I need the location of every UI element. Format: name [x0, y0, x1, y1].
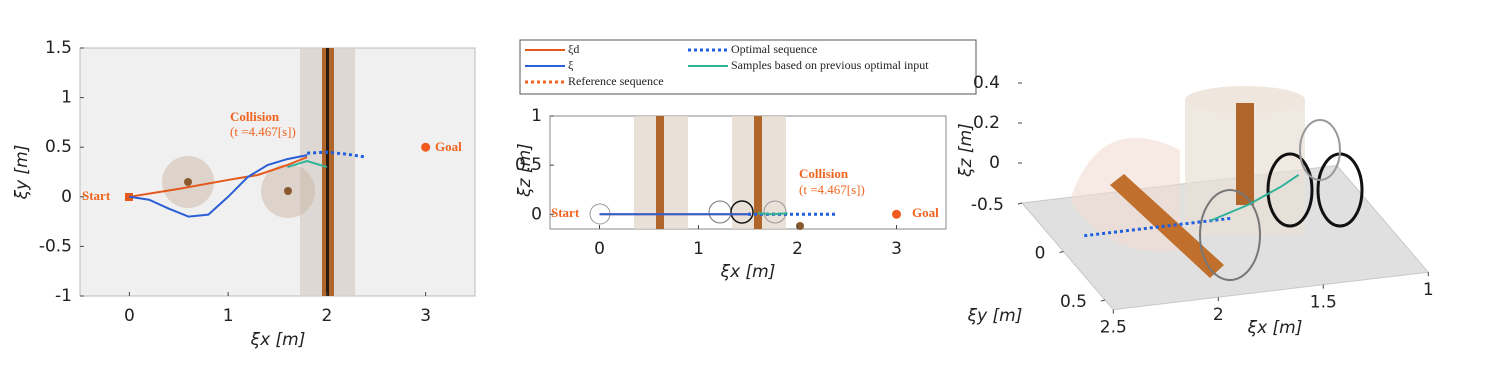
y-tick-label: 1 [531, 106, 542, 126]
drone [763, 200, 787, 224]
y-tick-label: -0.5 [39, 236, 72, 256]
legend-label: ξd [568, 42, 579, 56]
y-tick-label: 1 [61, 88, 72, 108]
x-axis-label: ξx [m] [250, 330, 306, 350]
legend-label: ξ [568, 58, 574, 72]
goal-label: Goal [912, 205, 939, 220]
collision-label: Collision [799, 166, 849, 181]
y-tick [1100, 299, 1106, 302]
y-tick-label: 0.5 [515, 155, 542, 175]
goal-label: Goal [435, 139, 462, 154]
collision-time: (t =4.467[s]) [799, 182, 865, 197]
y-axis-label: ξy [m] [12, 145, 32, 201]
start-marker [125, 193, 133, 201]
legend-label: Optimal sequence [731, 42, 817, 56]
y-axis-label: ξy [m] [967, 306, 1023, 326]
legend-label: Samples based on previous optimal input [731, 58, 929, 72]
obstacle [184, 178, 192, 186]
collision-time: (t =4.467[s]) [230, 124, 296, 139]
y-tick-label: 0 [531, 204, 542, 224]
y-tick [1017, 202, 1023, 205]
series-line [129, 156, 308, 198]
x-tick-label: 2 [1213, 305, 1224, 325]
x-tick-label: 2 [792, 239, 803, 259]
y-tick-label: 0.5 [45, 137, 72, 157]
z-tick-label: 0.2 [973, 113, 1000, 133]
x-tick-label: 1 [1423, 280, 1434, 300]
x-tick-label: 2.5 [1100, 318, 1127, 338]
series-line [757, 212, 788, 216]
x-tick-label: 3 [891, 239, 902, 259]
tube [1110, 174, 1224, 278]
drone [1299, 119, 1341, 181]
y-tick-label: -1 [55, 286, 72, 306]
x-tick-label: 1 [693, 239, 704, 259]
series-line [1209, 174, 1300, 222]
y-tick-label: 0 [1035, 244, 1046, 264]
x-tick-label: 1.5 [1310, 293, 1337, 313]
x-axis-label: ξx [m] [720, 262, 776, 282]
drone [1199, 189, 1261, 281]
drone [730, 200, 754, 224]
z-axis-label: ξz [m] [956, 123, 976, 178]
series-line [129, 154, 308, 218]
series-line [307, 150, 367, 159]
goal-marker [421, 142, 431, 152]
z-tick-label: 0 [989, 153, 1000, 173]
x-tick-label: 0 [594, 239, 605, 259]
z-tick-label: 0.4 [973, 73, 1000, 93]
drone [1266, 152, 1314, 228]
start-label: Start [82, 188, 111, 203]
x-tick-label: 0 [124, 306, 135, 326]
cylinder-top [1185, 86, 1305, 114]
legend-label: Reference sequence [568, 74, 664, 88]
x-tick-label: 3 [420, 306, 431, 326]
y-tick-label: 0 [61, 187, 72, 207]
pillar [1236, 103, 1254, 205]
start-label: Start [551, 205, 580, 220]
x-tick-label: 1 [223, 306, 234, 326]
y-tick-label: -0.5 [971, 195, 1004, 215]
y-axis-label: ξz [m] [515, 143, 535, 198]
wall-core [326, 48, 329, 296]
collision-label: Collision [230, 109, 280, 124]
y-tick [1059, 251, 1064, 253]
y-tick-label: 0.5 [1060, 292, 1087, 312]
legend-box [519, 39, 977, 95]
series-line [287, 160, 328, 168]
y-tick-label: 1.5 [45, 38, 72, 58]
x-tick-label: 2 [321, 306, 332, 326]
goal-marker [892, 209, 901, 219]
x-axis-label: ξx [m] [1247, 318, 1303, 338]
pillar [656, 116, 664, 229]
pillar [754, 116, 762, 229]
obstacle [284, 187, 292, 195]
